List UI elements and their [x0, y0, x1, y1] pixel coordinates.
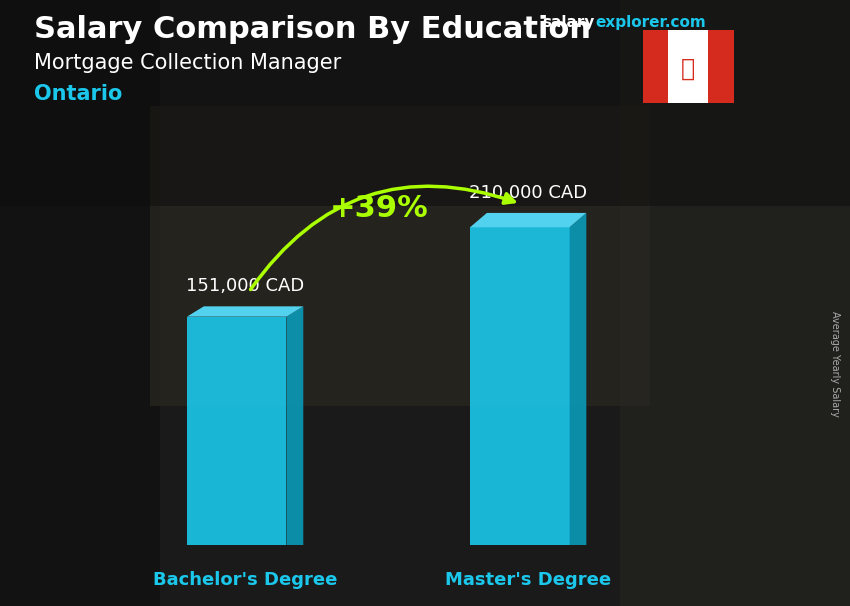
Polygon shape	[570, 213, 586, 545]
FancyBboxPatch shape	[150, 106, 650, 406]
Text: Master's Degree: Master's Degree	[445, 571, 611, 589]
Text: explorer.com: explorer.com	[595, 15, 706, 30]
Polygon shape	[470, 213, 586, 227]
Polygon shape	[643, 30, 734, 103]
Polygon shape	[643, 30, 668, 103]
Text: 151,000 CAD: 151,000 CAD	[186, 278, 304, 296]
Polygon shape	[286, 307, 303, 545]
Text: Average Yearly Salary: Average Yearly Salary	[830, 311, 840, 416]
Text: 210,000 CAD: 210,000 CAD	[469, 184, 587, 202]
Bar	[0, 0, 850, 206]
Polygon shape	[708, 30, 734, 103]
Text: salary: salary	[542, 15, 595, 30]
Bar	[620, 0, 850, 606]
Polygon shape	[470, 227, 570, 545]
Polygon shape	[187, 316, 286, 545]
Polygon shape	[187, 307, 303, 316]
Text: Ontario: Ontario	[34, 84, 122, 104]
Text: +39%: +39%	[330, 195, 428, 223]
Text: Mortgage Collection Manager: Mortgage Collection Manager	[34, 53, 341, 73]
Text: Salary Comparison By Education: Salary Comparison By Education	[34, 15, 591, 44]
Bar	[0, 0, 160, 606]
Text: 🍁: 🍁	[681, 56, 695, 81]
Text: Bachelor's Degree: Bachelor's Degree	[153, 571, 337, 589]
